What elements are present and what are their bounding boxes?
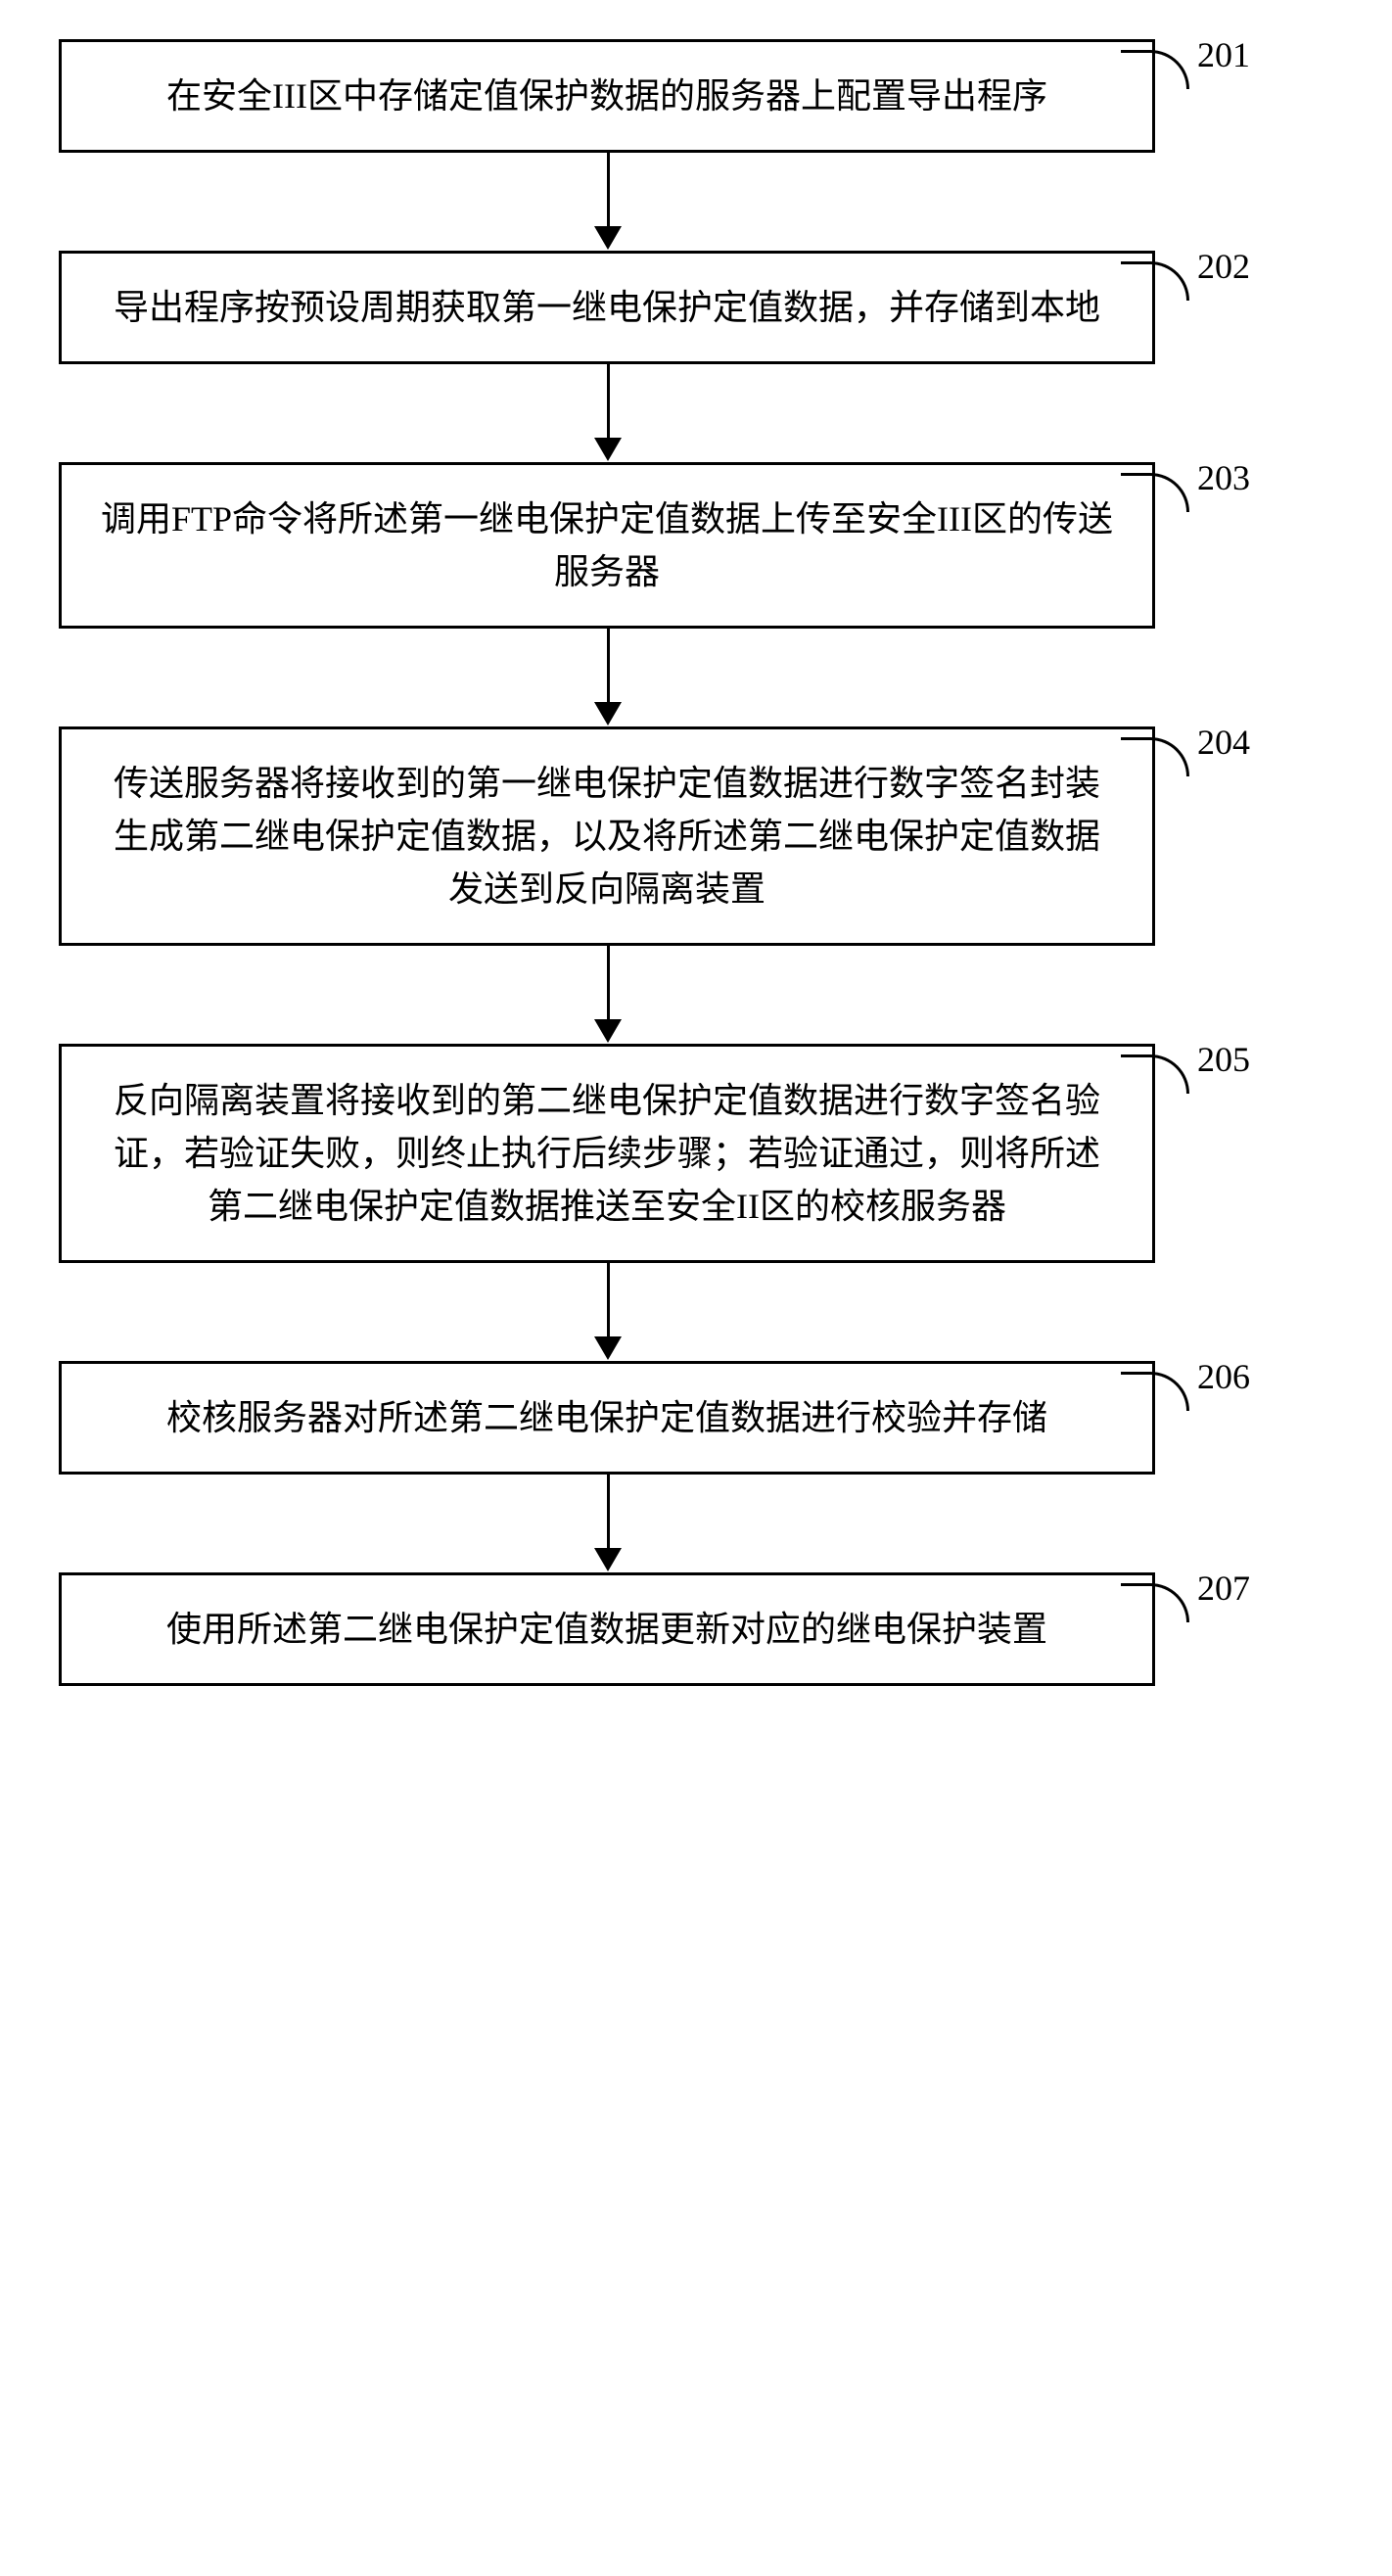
- step-text: 在安全III区中存储定值保护数据的服务器上配置导出程序: [166, 70, 1047, 122]
- step-label: 205: [1197, 1033, 1250, 1086]
- step-label: 201: [1197, 28, 1250, 81]
- arrow-head-icon: [594, 438, 622, 461]
- step-202: 导出程序按预设周期获取第一继电保护定值数据，并存储到本地 202: [20, 251, 1372, 364]
- label-connector: 207: [1121, 1583, 1250, 1622]
- step-text: 导出程序按预设周期获取第一继电保护定值数据，并存储到本地: [114, 281, 1100, 334]
- arrow: [594, 946, 622, 1044]
- arrow: [594, 153, 622, 251]
- arrow-line: [607, 364, 610, 438]
- step-204: 传送服务器将接收到的第一继电保护定值数据进行数字签名封装生成第二继电保护定值数据…: [20, 726, 1372, 946]
- step-box: 导出程序按预设周期获取第一继电保护定值数据，并存储到本地 202: [59, 251, 1155, 364]
- step-207: 使用所述第二继电保护定值数据更新对应的继电保护装置 207: [20, 1572, 1372, 1686]
- arrow-head-icon: [594, 1336, 622, 1360]
- step-box: 反向隔离装置将接收到的第二继电保护定值数据进行数字签名验证，若验证失败，则终止执…: [59, 1044, 1155, 1263]
- step-label: 203: [1197, 451, 1250, 504]
- step-text: 反向隔离装置将接收到的第二继电保护定值数据进行数字签名验证，若验证失败，则终止执…: [101, 1074, 1113, 1233]
- step-text: 调用FTP命令将所述第一继电保护定值数据上传至安全III区的传送服务器: [101, 492, 1113, 598]
- curve-line: [1121, 1054, 1189, 1094]
- step-label: 204: [1197, 716, 1250, 769]
- curve-line: [1121, 261, 1189, 301]
- step-label: 206: [1197, 1350, 1250, 1403]
- step-205: 反向隔离装置将接收到的第二继电保护定值数据进行数字签名验证，若验证失败，则终止执…: [20, 1044, 1372, 1263]
- arrow: [594, 1263, 622, 1361]
- curve-line: [1121, 737, 1189, 776]
- label-connector: 203: [1121, 473, 1250, 512]
- arrow-line: [607, 629, 610, 702]
- step-label: 202: [1197, 240, 1250, 293]
- arrow: [594, 1475, 622, 1572]
- step-201: 在安全III区中存储定值保护数据的服务器上配置导出程序 201: [20, 39, 1372, 153]
- step-206: 校核服务器对所述第二继电保护定值数据进行校验并存储 206: [20, 1361, 1372, 1475]
- step-box: 调用FTP命令将所述第一继电保护定值数据上传至安全III区的传送服务器 203: [59, 462, 1155, 629]
- step-label: 207: [1197, 1562, 1250, 1615]
- step-text: 使用所述第二继电保护定值数据更新对应的继电保护装置: [166, 1603, 1047, 1656]
- curve-line: [1121, 1372, 1189, 1411]
- arrow-head-icon: [594, 702, 622, 726]
- step-box: 在安全III区中存储定值保护数据的服务器上配置导出程序 201: [59, 39, 1155, 153]
- step-box: 校核服务器对所述第二继电保护定值数据进行校验并存储 206: [59, 1361, 1155, 1475]
- arrow: [594, 629, 622, 726]
- step-text: 传送服务器将接收到的第一继电保护定值数据进行数字签名封装生成第二继电保护定值数据…: [101, 757, 1113, 915]
- step-203: 调用FTP命令将所述第一继电保护定值数据上传至安全III区的传送服务器 203: [20, 462, 1372, 629]
- step-box: 传送服务器将接收到的第一继电保护定值数据进行数字签名封装生成第二继电保护定值数据…: [59, 726, 1155, 946]
- flowchart-container: 在安全III区中存储定值保护数据的服务器上配置导出程序 201 导出程序按预设周…: [20, 39, 1372, 1686]
- label-connector: 204: [1121, 737, 1250, 776]
- curve-line: [1121, 1583, 1189, 1622]
- label-connector: 205: [1121, 1054, 1250, 1094]
- label-connector: 202: [1121, 261, 1250, 301]
- arrow: [594, 364, 622, 462]
- curve-line: [1121, 473, 1189, 512]
- label-connector: 201: [1121, 50, 1250, 89]
- arrow-line: [607, 153, 610, 226]
- arrow-head-icon: [594, 1548, 622, 1571]
- arrow-line: [607, 1263, 610, 1336]
- curve-line: [1121, 50, 1189, 89]
- label-connector: 206: [1121, 1372, 1250, 1411]
- step-text: 校核服务器对所述第二继电保护定值数据进行校验并存储: [166, 1391, 1047, 1444]
- arrow-head-icon: [594, 226, 622, 250]
- arrow-line: [607, 946, 610, 1019]
- arrow-line: [607, 1475, 610, 1548]
- arrow-head-icon: [594, 1019, 622, 1043]
- step-box: 使用所述第二继电保护定值数据更新对应的继电保护装置 207: [59, 1572, 1155, 1686]
